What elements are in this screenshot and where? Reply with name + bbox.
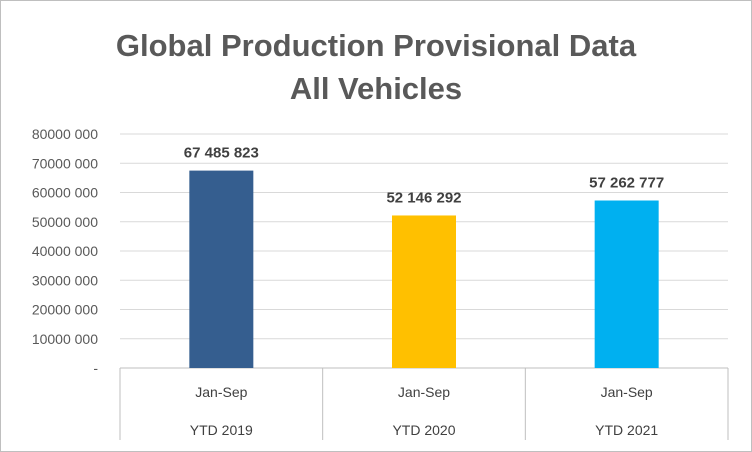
- y-tick-label: 30000 000: [32, 272, 98, 288]
- x-group-label: YTD 2020: [392, 422, 455, 438]
- y-tick-label: 20000 000: [32, 302, 98, 318]
- y-tick-label: 10000 000: [32, 331, 98, 347]
- chart-title: Global Production Provisional Data All V…: [0, 24, 752, 110]
- y-tick-label: 80000 000: [32, 126, 98, 142]
- bar: [594, 200, 659, 368]
- x-tick-label: Jan-Sep: [195, 384, 247, 400]
- x-tick-label: Jan-Sep: [398, 384, 450, 400]
- bar: [189, 170, 254, 368]
- y-tick-label: -: [93, 360, 98, 376]
- data-label: 67 485 823: [184, 145, 259, 162]
- y-tick-label: 50000 000: [32, 214, 98, 230]
- y-tick-label: 70000 000: [32, 155, 98, 171]
- data-label: 52 146 292: [386, 189, 461, 206]
- bar: [392, 215, 456, 368]
- y-tick-label: 40000 000: [32, 243, 98, 259]
- data-label: 57 262 777: [589, 175, 664, 192]
- x-tick-label: Jan-Sep: [601, 384, 653, 400]
- x-group-label: YTD 2021: [595, 422, 658, 438]
- chart-title-line1: Global Production Provisional Data: [115, 28, 637, 63]
- y-tick-label: 60000 000: [32, 185, 98, 201]
- x-group-label: YTD 2019: [190, 422, 253, 438]
- chart-title-line2: All Vehicles: [289, 71, 463, 106]
